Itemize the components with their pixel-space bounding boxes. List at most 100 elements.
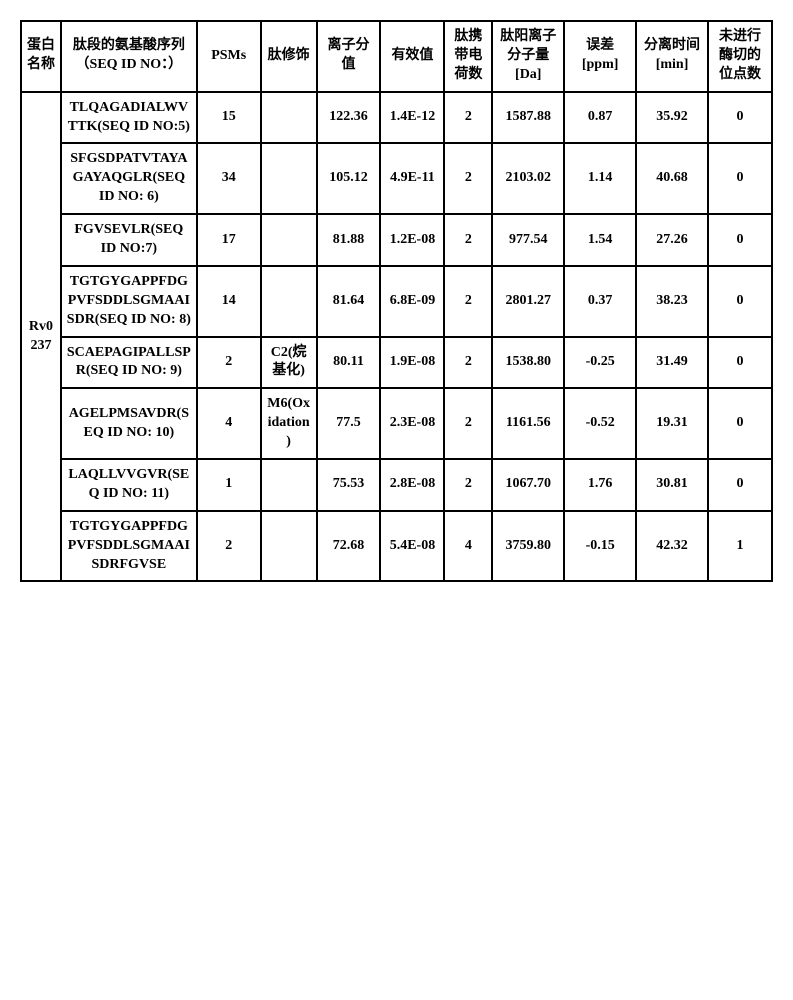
cell-mass: 2801.27 <box>492 266 564 337</box>
cell-psms: 4 <box>197 388 261 459</box>
cell-ion-score: 80.11 <box>317 337 381 389</box>
cell-charge: 2 <box>444 214 492 266</box>
cell-psms: 17 <box>197 214 261 266</box>
cell-mass: 1067.70 <box>492 459 564 511</box>
header-modification: 肽修饰 <box>261 21 317 92</box>
table-row: TGTGYGAPPFDGPVFSDDLSGMAAISDRFGVSE2 72.685… <box>21 511 772 582</box>
cell-psms: 15 <box>197 92 261 144</box>
table-row: AGELPMSAVDR(SEQ ID NO: 10)4M6(Oxidation)… <box>21 388 772 459</box>
cell-charge: 4 <box>444 511 492 582</box>
cell-ion-score: 75.53 <box>317 459 381 511</box>
cell-ion-score: 72.68 <box>317 511 381 582</box>
cell-sequence: LAQLLVVGVR(SEQ ID NO: 11) <box>61 459 197 511</box>
cell-evalue: 1.2E-08 <box>380 214 444 266</box>
cell-mass: 1538.80 <box>492 337 564 389</box>
cell-evalue: 4.9E-11 <box>380 143 444 214</box>
cell-mass: 1587.88 <box>492 92 564 144</box>
cell-charge: 2 <box>444 459 492 511</box>
cell-missed: 0 <box>708 388 772 459</box>
cell-missed: 0 <box>708 459 772 511</box>
cell-sequence: AGELPMSAVDR(SEQ ID NO: 10) <box>61 388 197 459</box>
cell-rt: 35.92 <box>636 92 708 144</box>
cell-missed: 0 <box>708 214 772 266</box>
cell-evalue: 5.4E-08 <box>380 511 444 582</box>
table-row: SFGSDPATVTAYAGAYAQGLR(SEQ ID NO: 6)34 105… <box>21 143 772 214</box>
cell-ion-score: 122.36 <box>317 92 381 144</box>
cell-psms: 34 <box>197 143 261 214</box>
header-charge: 肽携带电荷数 <box>444 21 492 92</box>
cell-evalue: 6.8E-09 <box>380 266 444 337</box>
header-mass: 肽阳离子分子量[Da] <box>492 21 564 92</box>
cell-charge: 2 <box>444 388 492 459</box>
cell-error: 0.87 <box>564 92 636 144</box>
table-row: LAQLLVVGVR(SEQ ID NO: 11)175.532.8E-0821… <box>21 459 772 511</box>
cell-sequence: FGVSEVLR(SEQ ID NO:7) <box>61 214 197 266</box>
cell-rt: 30.81 <box>636 459 708 511</box>
cell-missed: 0 <box>708 266 772 337</box>
table-row: Rv0237TLQAGADIALWVTTK(SEQ ID NO:5)15122.… <box>21 92 772 144</box>
cell-psms: 2 <box>197 337 261 389</box>
cell-missed: 0 <box>708 92 772 144</box>
cell-missed: 1 <box>708 511 772 582</box>
cell-rt: 38.23 <box>636 266 708 337</box>
protein-name-cell: Rv0237 <box>21 92 61 582</box>
table-row: SCAEPAGIPALLSPR(SEQ ID NO: 9)2C2(烷基化)80.… <box>21 337 772 389</box>
table-row: FGVSEVLR(SEQ ID NO:7)17 81.881.2E-082977.… <box>21 214 772 266</box>
cell-error: -0.52 <box>564 388 636 459</box>
cell-psms: 14 <box>197 266 261 337</box>
header-row: 蛋白名称 肽段的氨基酸序列（SEQ ID NO：） PSMs 肽修饰 离子分值 … <box>21 21 772 92</box>
cell-charge: 2 <box>444 337 492 389</box>
cell-error: 1.76 <box>564 459 636 511</box>
cell-mass: 2103.02 <box>492 143 564 214</box>
cell-modification <box>261 143 317 214</box>
cell-sequence: TGTGYGAPPFDGPVFSDDLSGMAAISDR(SEQ ID NO: … <box>61 266 197 337</box>
cell-psms: 1 <box>197 459 261 511</box>
header-protein: 蛋白名称 <box>21 21 61 92</box>
header-sequence: 肽段的氨基酸序列（SEQ ID NO：） <box>61 21 197 92</box>
cell-modification <box>261 266 317 337</box>
cell-mass: 977.54 <box>492 214 564 266</box>
header-error: 误差[ppm] <box>564 21 636 92</box>
header-psms: PSMs <box>197 21 261 92</box>
cell-charge: 2 <box>444 143 492 214</box>
cell-modification <box>261 92 317 144</box>
cell-missed: 0 <box>708 337 772 389</box>
cell-modification: C2(烷基化) <box>261 337 317 389</box>
header-ion-score: 离子分值 <box>317 21 381 92</box>
cell-ion-score: 105.12 <box>317 143 381 214</box>
cell-evalue: 2.3E-08 <box>380 388 444 459</box>
cell-sequence: TGTGYGAPPFDGPVFSDDLSGMAAISDRFGVSE <box>61 511 197 582</box>
cell-ion-score: 81.88 <box>317 214 381 266</box>
cell-mass: 1161.56 <box>492 388 564 459</box>
cell-modification: M6(Oxidation) <box>261 388 317 459</box>
cell-evalue: 1.9E-08 <box>380 337 444 389</box>
cell-rt: 19.31 <box>636 388 708 459</box>
cell-evalue: 1.4E-12 <box>380 92 444 144</box>
cell-error: 1.14 <box>564 143 636 214</box>
table-body: Rv0237TLQAGADIALWVTTK(SEQ ID NO:5)15122.… <box>21 92 772 582</box>
table-header: 蛋白名称 肽段的氨基酸序列（SEQ ID NO：） PSMs 肽修饰 离子分值 … <box>21 21 772 92</box>
header-missed: 未进行酶切的位点数 <box>708 21 772 92</box>
header-evalue: 有效值 <box>380 21 444 92</box>
cell-modification <box>261 214 317 266</box>
cell-psms: 2 <box>197 511 261 582</box>
cell-rt: 31.49 <box>636 337 708 389</box>
cell-ion-score: 81.64 <box>317 266 381 337</box>
header-rt: 分离时间[min] <box>636 21 708 92</box>
cell-mass: 3759.80 <box>492 511 564 582</box>
cell-sequence: TLQAGADIALWVTTK(SEQ ID NO:5) <box>61 92 197 144</box>
cell-charge: 2 <box>444 266 492 337</box>
cell-evalue: 2.8E-08 <box>380 459 444 511</box>
cell-rt: 42.32 <box>636 511 708 582</box>
cell-error: -0.25 <box>564 337 636 389</box>
cell-error: -0.15 <box>564 511 636 582</box>
cell-rt: 40.68 <box>636 143 708 214</box>
cell-sequence: SCAEPAGIPALLSPR(SEQ ID NO: 9) <box>61 337 197 389</box>
cell-missed: 0 <box>708 143 772 214</box>
cell-ion-score: 77.5 <box>317 388 381 459</box>
peptide-table: 蛋白名称 肽段的氨基酸序列（SEQ ID NO：） PSMs 肽修饰 离子分值 … <box>20 20 773 582</box>
cell-error: 1.54 <box>564 214 636 266</box>
cell-modification <box>261 459 317 511</box>
table-row: TGTGYGAPPFDGPVFSDDLSGMAAISDR(SEQ ID NO: … <box>21 266 772 337</box>
cell-sequence: SFGSDPATVTAYAGAYAQGLR(SEQ ID NO: 6) <box>61 143 197 214</box>
